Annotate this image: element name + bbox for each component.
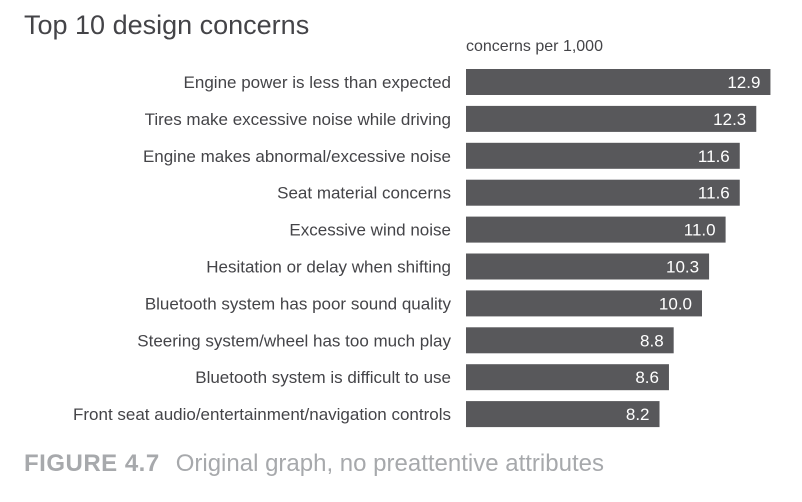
- category-label-3: Engine makes abnormal/excessive noise: [143, 147, 451, 166]
- value-label-8: 8.8: [640, 331, 664, 350]
- bar-9: [466, 364, 669, 391]
- category-label-10: Front seat audio/entertainment/navigatio…: [73, 405, 451, 424]
- category-label-7: Bluetooth system has poor sound quality: [145, 294, 452, 313]
- figure-caption-text: Original graph, no preattentive attribut…: [175, 450, 604, 477]
- value-label-1: 12.9: [727, 73, 760, 92]
- bar-5: [466, 216, 726, 243]
- bar-4: [466, 179, 740, 206]
- category-label-8: Steering system/wheel has too much play: [137, 331, 451, 350]
- bar-8: [466, 327, 674, 354]
- figure-number: FIGURE 4.7: [24, 450, 160, 477]
- value-label-7: 10.0: [659, 294, 692, 313]
- unit-label: concerns per 1,000: [466, 38, 603, 55]
- value-label-3: 11.6: [698, 147, 730, 166]
- value-label-4: 11.6: [698, 184, 730, 203]
- chart-title: Top 10 design concerns: [24, 10, 310, 40]
- bar-1: [466, 69, 771, 95]
- value-label-10: 8.2: [626, 405, 650, 424]
- category-label-1: Engine power is less than expected: [184, 73, 451, 92]
- bar-7: [466, 290, 702, 317]
- category-label-4: Seat material concerns: [277, 184, 451, 203]
- category-label-2: Tires make excessive noise while driving: [145, 110, 451, 129]
- bar-3: [466, 142, 740, 169]
- value-label-5: 11.0: [684, 221, 716, 240]
- category-label-9: Bluetooth system is difficult to use: [195, 368, 451, 387]
- bar-10: [466, 401, 660, 428]
- figure-caption: FIGURE 4.7 Original graph, no preattentiv…: [24, 450, 604, 478]
- value-label-9: 8.6: [635, 368, 659, 387]
- category-label-6: Hesitation or delay when shifting: [206, 258, 451, 277]
- value-label-6: 10.3: [666, 258, 699, 277]
- bar-6: [466, 253, 710, 280]
- category-label-5: Excessive wind noise: [289, 221, 451, 240]
- bar-chart: Engine power is less than expected 12.9 Ti…: [73, 69, 771, 428]
- value-label-2: 12.3: [713, 110, 746, 129]
- bar-2: [466, 105, 757, 132]
